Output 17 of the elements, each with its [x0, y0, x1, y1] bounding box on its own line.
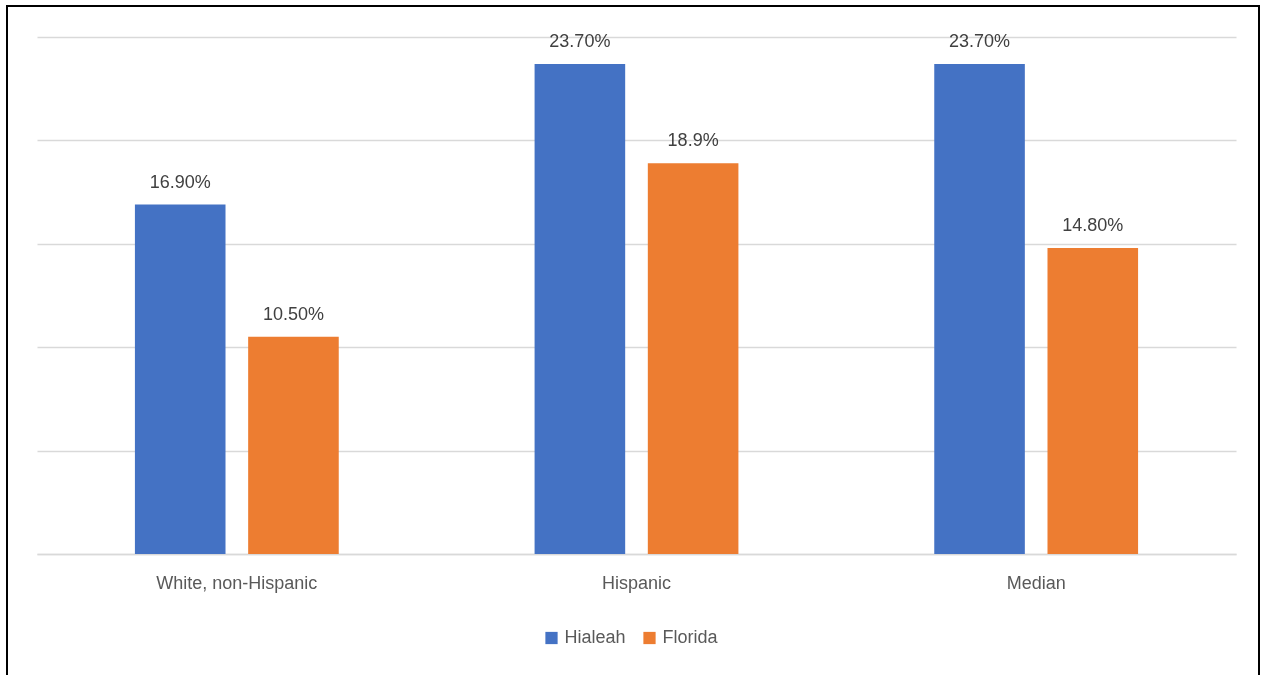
data-label: 14.80% [1062, 214, 1124, 235]
bar [1047, 247, 1139, 554]
legend-label: Florida [662, 627, 719, 647]
bar [248, 336, 339, 554]
bar [647, 163, 739, 554]
bar [534, 63, 626, 554]
x-tick-label: Hispanic [601, 572, 672, 593]
x-tick-label: White, non-Hispanic [156, 572, 318, 593]
data-label: 23.70% [949, 30, 1011, 51]
data-label: 10.50% [262, 303, 324, 324]
bar [134, 204, 226, 554]
data-label: 23.70% [549, 30, 611, 51]
legend-label: Hialeah [564, 627, 626, 647]
data-label: 16.90% [149, 171, 211, 192]
x-tick-label: Median [1006, 572, 1066, 593]
bar [934, 63, 1025, 554]
data-label: 18.9% [667, 130, 719, 151]
